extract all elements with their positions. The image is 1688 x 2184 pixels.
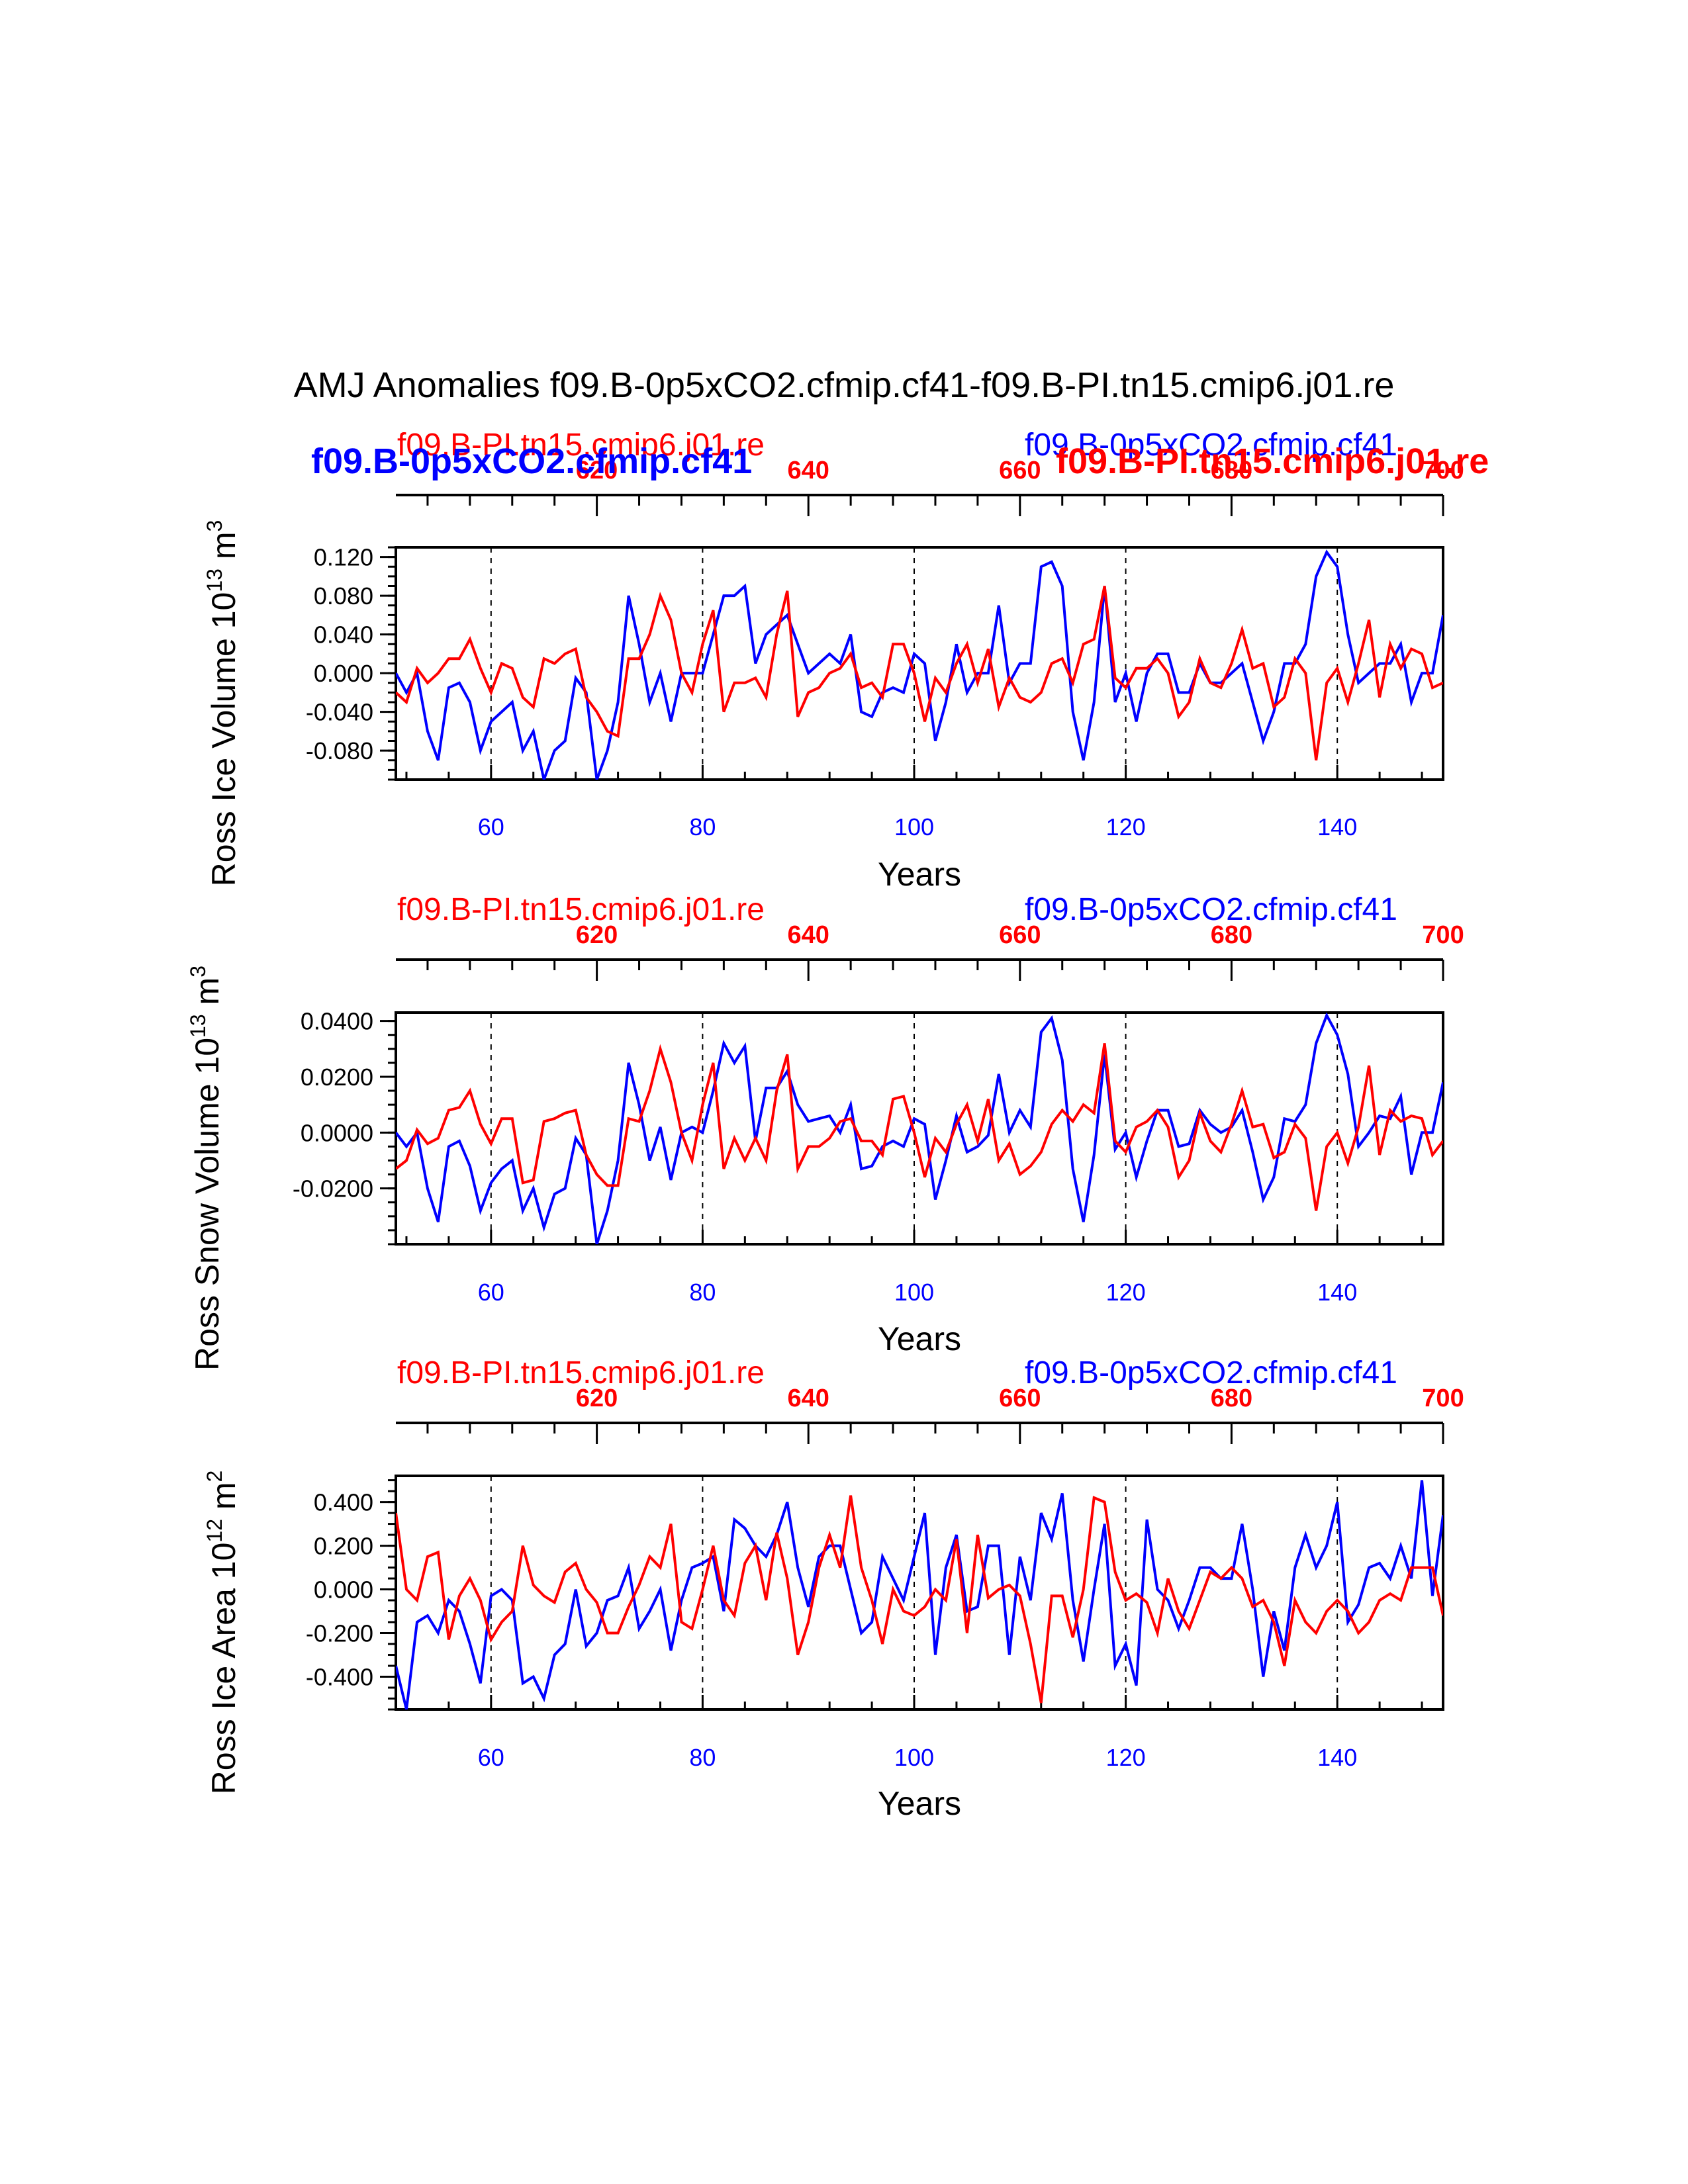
top-tick-label: 620 xyxy=(576,457,618,484)
y-title-unit-exp: 2 xyxy=(203,1471,226,1482)
y-title-exp: 13 xyxy=(203,569,226,592)
y-title-unit: m xyxy=(205,531,242,569)
top-tick-label: 620 xyxy=(576,921,618,949)
top-tick-label: 660 xyxy=(999,921,1041,949)
series-label-red: f09.B-PI.tn15.cmip6.j01.re xyxy=(397,1355,765,1390)
y-tick-label: -0.0200 xyxy=(293,1175,373,1203)
bottom-tick-label: 140 xyxy=(1317,1744,1357,1771)
bottom-tick-label: 140 xyxy=(1317,813,1357,841)
bottom-tick-label: 60 xyxy=(478,813,504,841)
y-title-unit: m xyxy=(205,1482,242,1519)
y-tick-label: -0.200 xyxy=(306,1620,373,1647)
top-tick-label: 660 xyxy=(999,1385,1041,1412)
top-tick-label: 700 xyxy=(1422,921,1464,949)
series-line-red xyxy=(396,586,1443,761)
series-label-red: f09.B-PI.tn15.cmip6.j01.re xyxy=(397,428,765,463)
y-title-unit: m xyxy=(189,978,226,1015)
bottom-tick-label: 140 xyxy=(1317,1279,1357,1306)
panel-ice-area: f09.B-PI.tn15.cmip6.j01.re f09.B-0p5xCO2.… xyxy=(203,1355,1464,1822)
bottom-tick-label: 60 xyxy=(478,1744,504,1771)
y-title-base: Ross Ice Area 10 xyxy=(205,1543,242,1795)
bottom-tick-label: 120 xyxy=(1106,813,1146,841)
top-tick-label: 680 xyxy=(1211,1385,1252,1412)
bottom-tick-label: 80 xyxy=(689,1744,716,1771)
y-tick-label: 0.120 xyxy=(314,544,373,571)
y-tick-label: 0.080 xyxy=(314,582,373,610)
top-tick-label: 640 xyxy=(788,921,829,949)
top-tick-label: 700 xyxy=(1422,457,1464,484)
top-tick-label: 660 xyxy=(999,457,1041,484)
overlay-label-red: f09.B-PI.tn15.cmip6.j01.re xyxy=(1056,441,1489,481)
series-line-blue xyxy=(396,1013,1443,1244)
top-tick-label: 640 xyxy=(788,457,829,484)
plot-frame xyxy=(395,1475,1444,1711)
series-line-red xyxy=(396,1043,1443,1211)
series-line-blue xyxy=(396,1480,1443,1709)
y-title-exp: 13 xyxy=(186,1014,210,1038)
y-axis-title: Ross Ice Area 1012 m2 xyxy=(203,1471,242,1795)
panels-group: f09.B-PI.tn15.cmip6.j01.re f09.B-0p5xCO2.… xyxy=(186,428,1464,1822)
series-line-red xyxy=(396,1495,1443,1704)
y-title-unit-exp: 3 xyxy=(186,966,210,978)
y-tick-label: 0.0200 xyxy=(301,1064,373,1091)
bottom-tick-label: 100 xyxy=(894,1744,934,1771)
x-axis-title: Years xyxy=(878,856,961,893)
y-tick-label: 0.0400 xyxy=(301,1008,373,1035)
y-axis-title: Ross Snow Volume 1013 m3 xyxy=(186,966,226,1371)
y-tick-label: -0.040 xyxy=(306,699,373,726)
bottom-tick-label: 120 xyxy=(1106,1744,1146,1771)
series-label-red: f09.B-PI.tn15.cmip6.j01.re xyxy=(397,892,765,927)
x-axis-title: Years xyxy=(878,1320,961,1357)
y-tick-label: 0.0000 xyxy=(301,1119,373,1146)
top-tick-label: 700 xyxy=(1422,1385,1464,1412)
series-label-blue: f09.B-0p5xCO2.cfmip.cf41 xyxy=(1025,428,1397,463)
bottom-tick-label: 80 xyxy=(689,1279,716,1306)
overlay-label-blue: f09.B-0p5xCO2.cfmip.cf41 xyxy=(311,441,752,481)
bottom-tick-label: 100 xyxy=(894,813,934,841)
y-tick-label: 0.400 xyxy=(314,1489,373,1516)
top-tick-label: 680 xyxy=(1211,921,1252,949)
y-tick-label: -0.080 xyxy=(306,737,373,764)
series-line-blue xyxy=(396,549,1443,780)
x-axis-title: Years xyxy=(878,1785,961,1822)
top-tick-label: 640 xyxy=(788,1385,829,1412)
y-tick-label: -0.400 xyxy=(306,1664,373,1691)
y-tick-label: 0.200 xyxy=(314,1533,373,1560)
y-title-base: Ross Ice Volume 10 xyxy=(205,592,242,887)
series-label-blue: f09.B-0p5xCO2.cfmip.cf41 xyxy=(1025,892,1397,927)
plot-frame xyxy=(395,1011,1444,1246)
y-title-exp: 12 xyxy=(203,1519,226,1543)
bottom-tick-label: 60 xyxy=(478,1279,504,1306)
y-title-base: Ross Snow Volume 10 xyxy=(189,1038,226,1371)
chart-title: AMJ Anomalies f09.B-0p5xCO2.cfmip.cf41-f… xyxy=(294,365,1395,405)
top-tick-label: 680 xyxy=(1211,457,1252,484)
y-tick-label: 0.000 xyxy=(314,1576,373,1604)
series-label-blue: f09.B-0p5xCO2.cfmip.cf41 xyxy=(1025,1355,1397,1390)
bottom-tick-label: 100 xyxy=(894,1279,934,1306)
panel-snow-volume: f09.B-PI.tn15.cmip6.j01.re f09.B-0p5xCO2.… xyxy=(186,892,1464,1371)
bottom-tick-label: 80 xyxy=(689,813,716,841)
y-tick-label: 0.040 xyxy=(314,621,373,649)
panel-ice-volume: f09.B-PI.tn15.cmip6.j01.re f09.B-0p5xCO2.… xyxy=(203,428,1464,893)
y-tick-label: 0.000 xyxy=(314,660,373,687)
y-title-unit-exp: 3 xyxy=(203,520,226,532)
top-tick-label: 620 xyxy=(576,1385,618,1412)
bottom-tick-label: 120 xyxy=(1106,1279,1146,1306)
y-axis-title: Ross Ice Volume 1013 m3 xyxy=(203,520,242,887)
